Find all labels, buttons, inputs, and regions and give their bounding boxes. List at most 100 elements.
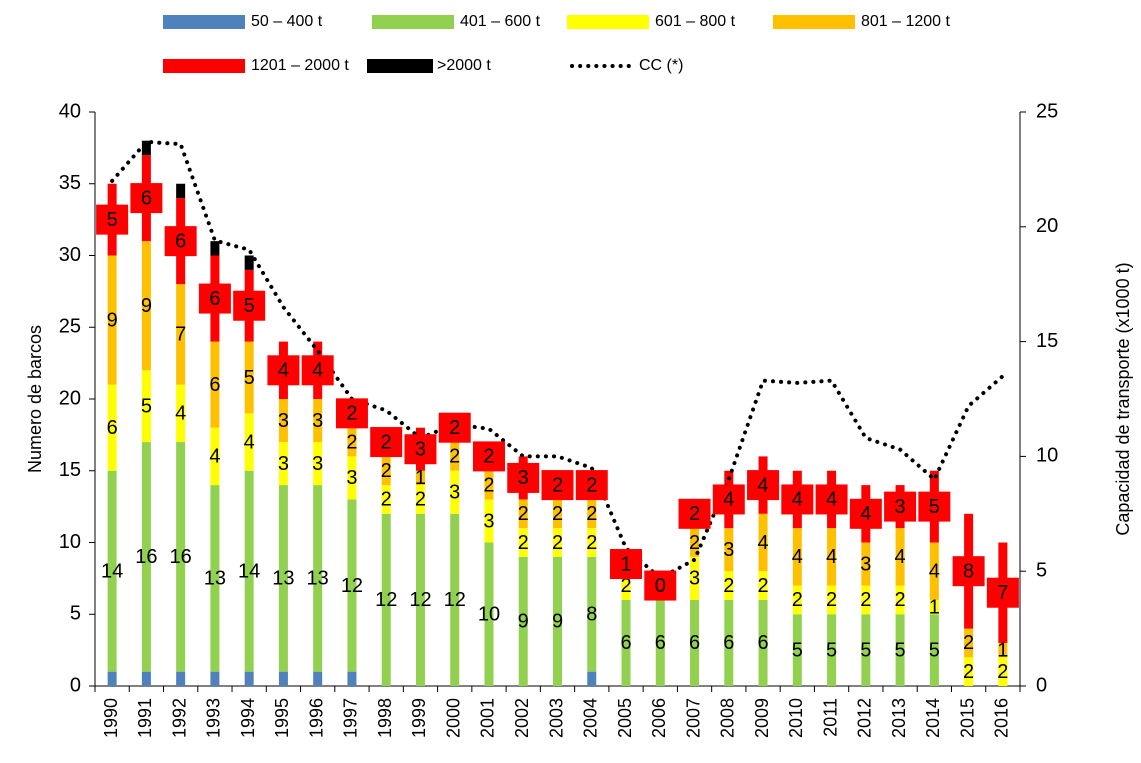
data-label: 5 <box>244 367 255 389</box>
bar-segment <box>141 671 151 686</box>
bar-segment <box>313 671 323 686</box>
data-label: 9 <box>141 295 152 317</box>
x-tick-label: 1993 <box>204 698 224 738</box>
data-label: 13 <box>307 568 329 590</box>
x-tick-label: 1992 <box>169 698 189 738</box>
bar-segment <box>587 556 597 672</box>
label-box <box>644 570 677 601</box>
data-label: 1 <box>929 596 940 618</box>
data-label: 6 <box>107 417 118 439</box>
bar-segment <box>141 140 151 156</box>
line-series <box>110 139 1005 581</box>
bar-segment <box>347 456 357 500</box>
x-tick-label: 1995 <box>272 698 292 738</box>
bar-segment <box>827 528 837 586</box>
x-tick-label: 1994 <box>238 698 258 738</box>
data-label: 3 <box>346 467 357 489</box>
bar-segment <box>107 470 117 672</box>
label-box <box>233 290 266 321</box>
bar-segment <box>964 657 974 686</box>
bar-segment <box>792 528 802 586</box>
legend-label: CC (*) <box>639 57 683 74</box>
bar-segment <box>347 427 357 457</box>
data-label: 3 <box>312 453 323 475</box>
bar-segment <box>278 485 288 672</box>
bar-segment <box>141 241 151 371</box>
bar-segment <box>518 528 528 557</box>
bar-segment <box>107 384 117 471</box>
data-label: 4 <box>312 360 323 382</box>
bar-segment <box>758 599 768 686</box>
bar-segment <box>929 614 939 686</box>
data-label: 5 <box>929 496 940 518</box>
bar-segment <box>861 614 871 686</box>
x-tick-label: 2002 <box>512 698 532 738</box>
bar-segment <box>621 571 631 600</box>
bar-segment <box>415 485 425 514</box>
x-tick-label: 2012 <box>855 698 875 738</box>
y2-tick-label: 0 <box>1036 674 1047 696</box>
y2-tick-label: 20 <box>1036 215 1058 237</box>
x-tick-label: 2015 <box>957 698 977 738</box>
data-label: 3 <box>483 510 494 532</box>
bar-segment <box>381 485 391 514</box>
x-tick-label: 2011 <box>820 698 840 737</box>
data-label: 13 <box>272 568 294 590</box>
data-label: 4 <box>826 546 837 568</box>
data-label: 2 <box>689 503 700 525</box>
bar-segment <box>587 528 597 557</box>
data-label: 4 <box>278 360 289 382</box>
bar-segment <box>621 599 631 686</box>
data-label: 5 <box>895 639 906 661</box>
bar-segment <box>278 399 288 443</box>
data-label: 2 <box>963 632 974 654</box>
data-label: 12 <box>444 589 466 611</box>
data-label: 4 <box>860 503 871 525</box>
bar-segment <box>141 370 151 443</box>
x-tick-label: 2014 <box>923 698 943 738</box>
label-box <box>541 470 574 501</box>
label-box <box>96 204 129 235</box>
data-label: 9 <box>518 611 529 633</box>
bar-segment <box>210 427 220 486</box>
x-tick-label: 2001 <box>478 698 498 738</box>
bar-segment <box>518 556 528 686</box>
label-box <box>507 462 540 493</box>
data-label: 6 <box>209 374 220 396</box>
bar-segment <box>381 513 391 686</box>
data-label: 2 <box>723 575 734 597</box>
y-tick-label: 40 <box>59 100 81 122</box>
data-label: 3 <box>895 496 906 518</box>
bar-segment <box>415 470 425 486</box>
y-tick-label: 25 <box>59 316 81 338</box>
data-label: 6 <box>723 632 734 654</box>
data-label: 2 <box>552 474 563 496</box>
data-label: 4 <box>175 403 186 425</box>
label-box <box>301 355 334 386</box>
bar-segment <box>450 513 460 686</box>
y-axis-title: Numero de barcos <box>25 325 45 473</box>
data-label: 10 <box>478 604 500 626</box>
data-label: 2 <box>757 575 768 597</box>
data-label: 2 <box>689 532 700 554</box>
legend-label: 801 – 1200 t <box>861 13 951 30</box>
bar-segment <box>792 614 802 686</box>
data-label: 2 <box>586 474 597 496</box>
bar-segment <box>792 585 802 615</box>
bar-segment <box>518 499 528 529</box>
x-tick-label: 2008 <box>718 698 738 738</box>
data-label: 6 <box>689 632 700 654</box>
data-label: 3 <box>689 568 700 590</box>
legend-label: 1201 – 2000 t <box>251 57 349 74</box>
bar-segment <box>724 571 734 600</box>
data-label: 5 <box>792 639 803 661</box>
data-label: 5 <box>141 395 152 417</box>
bar-segment <box>244 470 254 672</box>
bar-segment <box>176 442 186 672</box>
data-label: 6 <box>175 230 186 252</box>
data-label: 2 <box>860 589 871 611</box>
y2-tick-label: 25 <box>1036 100 1058 122</box>
legend-swatch <box>567 15 649 29</box>
data-label: 4 <box>792 489 803 511</box>
y2-tick-label: 10 <box>1036 445 1058 467</box>
